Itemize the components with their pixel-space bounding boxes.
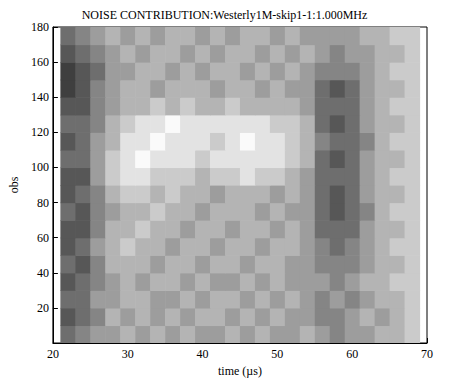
svg-text:140: 140 <box>31 90 49 104</box>
svg-text:80: 80 <box>37 196 49 210</box>
svg-text:time (µs): time (µs) <box>218 364 262 378</box>
svg-text:50: 50 <box>271 347 283 361</box>
svg-text:40: 40 <box>37 266 49 280</box>
svg-text:180: 180 <box>31 20 49 34</box>
svg-text:obs: obs <box>7 176 21 193</box>
svg-text:30: 30 <box>122 347 134 361</box>
svg-text:100: 100 <box>31 160 49 174</box>
svg-text:60: 60 <box>346 347 358 361</box>
svg-text:NOISE CONTRIBUTION:Westerly1M-: NOISE CONTRIBUTION:Westerly1M-skip1-1:1.… <box>82 8 368 22</box>
svg-text:120: 120 <box>31 125 49 139</box>
svg-text:70: 70 <box>421 347 433 361</box>
svg-text:40: 40 <box>197 347 209 361</box>
svg-text:20: 20 <box>47 347 59 361</box>
svg-text:20: 20 <box>37 301 49 315</box>
svg-text:60: 60 <box>37 231 49 245</box>
svg-text:160: 160 <box>31 55 49 69</box>
